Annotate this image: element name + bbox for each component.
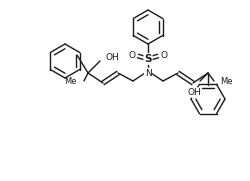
Text: O: O bbox=[128, 52, 136, 60]
Text: OH: OH bbox=[106, 54, 120, 62]
Text: Me: Me bbox=[220, 77, 232, 85]
Text: Me: Me bbox=[64, 77, 77, 85]
Text: OH: OH bbox=[187, 88, 201, 97]
Text: N: N bbox=[144, 68, 152, 77]
Text: O: O bbox=[160, 52, 168, 60]
Text: S: S bbox=[144, 54, 152, 64]
